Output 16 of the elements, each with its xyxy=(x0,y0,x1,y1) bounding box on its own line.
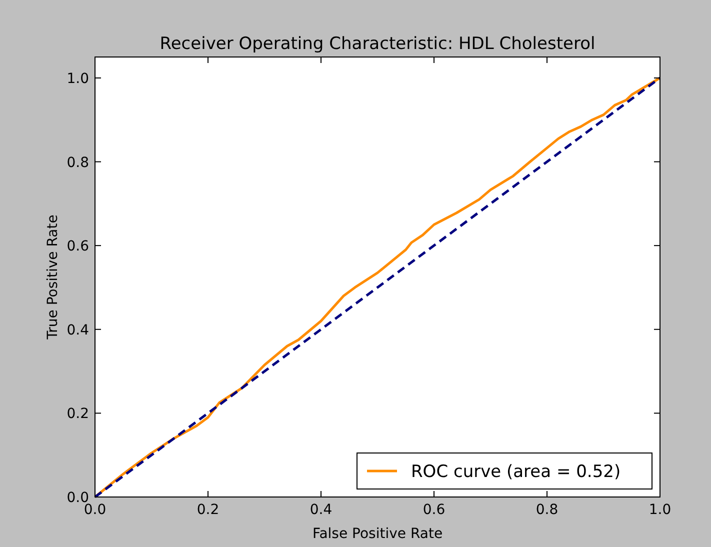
x-axis-title: False Positive Rate xyxy=(312,526,443,542)
y-tick-label: 0.6 xyxy=(66,238,90,255)
y-tick-label: 0.4 xyxy=(66,322,90,338)
y-tick-label: 0.8 xyxy=(66,154,89,171)
x-tick-label: 0.6 xyxy=(422,502,446,518)
line-series xyxy=(94,76,662,498)
x-tick-label: 0.4 xyxy=(310,502,332,518)
y-axis-title: True Positive Rate xyxy=(45,214,61,340)
legend-label: ROC curve (area = 0.52) xyxy=(411,462,621,482)
chart-title: Receiver Operating Characteristic: HDL Cholesterol xyxy=(160,34,596,54)
x-tick-label: 0.0 xyxy=(84,502,106,518)
y-tick-label: 1.0 xyxy=(66,70,89,87)
x-tick-label: 0.8 xyxy=(536,502,558,518)
x-tick-label: 0.2 xyxy=(196,502,220,518)
y-tick-label: 0.2 xyxy=(66,406,89,422)
x-tick-label: 1.0 xyxy=(648,502,672,518)
